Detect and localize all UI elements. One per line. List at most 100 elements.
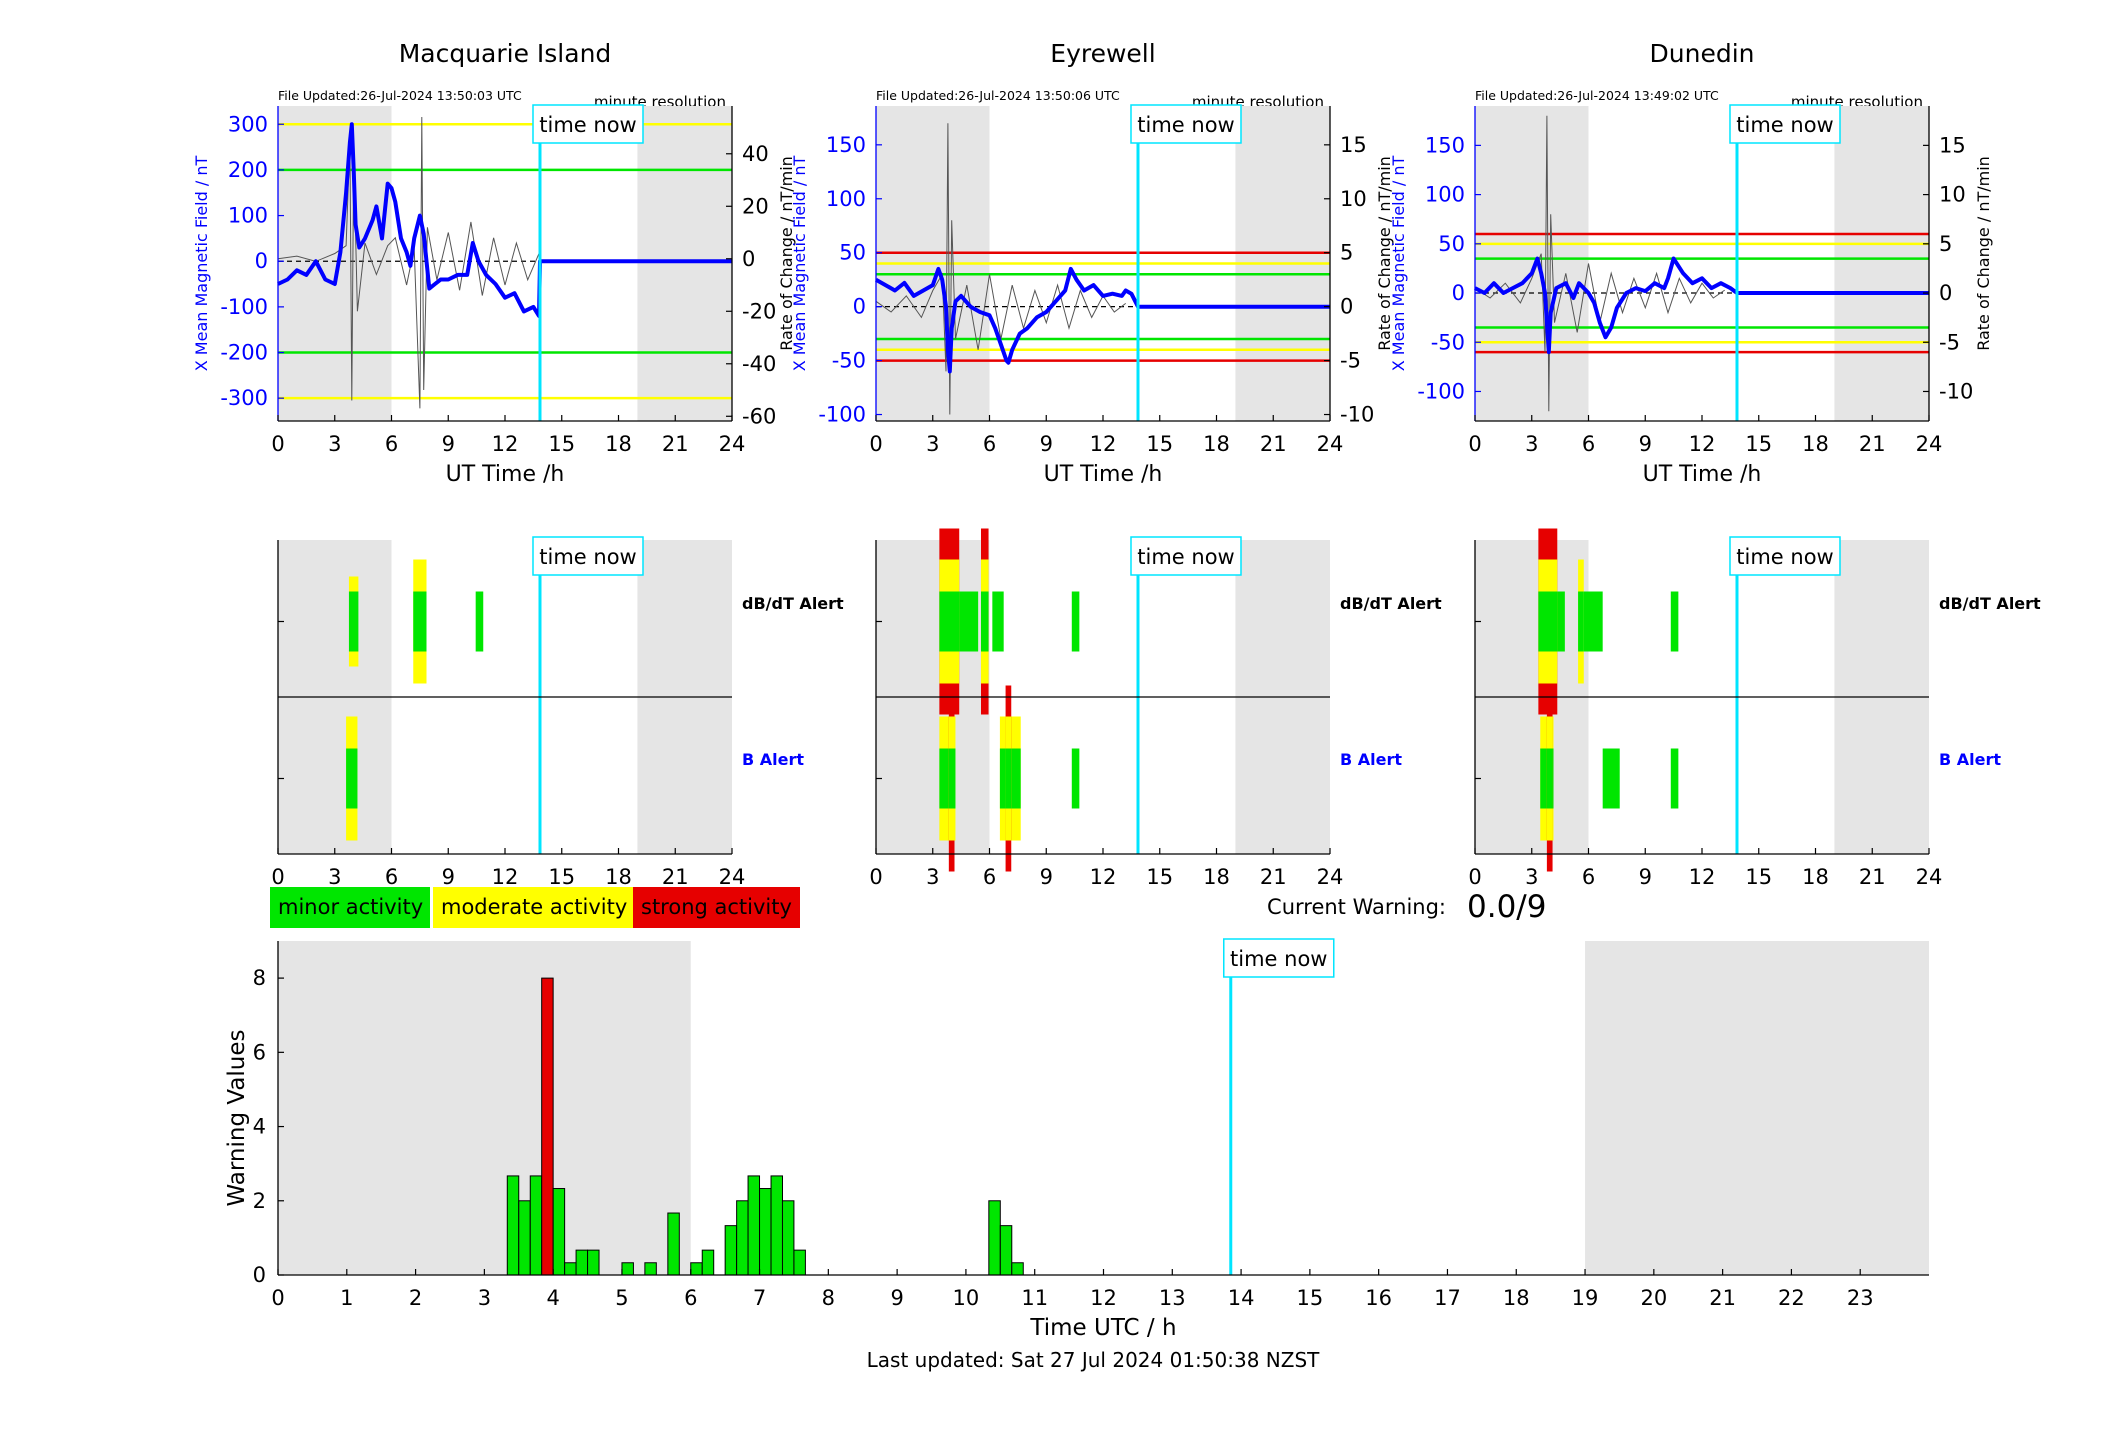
x-tick-label: 18 xyxy=(1203,865,1230,889)
warning-bar xyxy=(781,1200,795,1276)
time-now-box xyxy=(1130,104,1242,144)
y-tick-label: 100 xyxy=(1425,183,1465,207)
y2-tick-label: 20 xyxy=(742,194,769,218)
y2-tick-label: 5 xyxy=(1340,241,1353,265)
legend-moderate-swatch xyxy=(433,887,633,928)
y2-tick-label: 15 xyxy=(1340,133,1367,157)
x-tick-label: 6 xyxy=(983,432,996,456)
x-axis-label: UT Time /h xyxy=(1643,462,1762,487)
magnetic-field-line xyxy=(875,266,1330,374)
x-tick-label: 12 xyxy=(492,432,519,456)
x-tick-label: 3 xyxy=(478,1286,491,1310)
x-tick-label: 20 xyxy=(1640,1286,1667,1310)
file-updated-label: File Updated:26-Jul-2024 13:50:06 UTC xyxy=(876,88,1120,103)
file-updated-label: File Updated:26-Jul-2024 13:49:02 UTC xyxy=(1475,88,1719,103)
time-now-box xyxy=(1223,938,1335,978)
warning-bar xyxy=(564,1262,577,1276)
y2-tick-label: 5 xyxy=(1939,232,1952,256)
y2-axis-label: Rate of Change / nT/min xyxy=(1974,156,1993,351)
warning-bar xyxy=(988,1200,1001,1276)
x-tick-label: 15 xyxy=(548,432,575,456)
night-shading xyxy=(278,941,691,1275)
x-tick-label: 7 xyxy=(753,1286,766,1310)
time-now-label: time now xyxy=(1736,545,1833,569)
x-tick-label: 23 xyxy=(1847,1286,1874,1310)
alert-minor-block xyxy=(1670,591,1679,652)
warning-bar xyxy=(541,977,554,1276)
x-tick-label: 14 xyxy=(1228,1286,1255,1310)
time-now-label: time now xyxy=(1736,113,1833,137)
alert-minor-block xyxy=(948,748,955,809)
y-tick-label: 150 xyxy=(1425,133,1465,157)
x-tick-label: 15 xyxy=(1745,865,1772,889)
alert-minor-block xyxy=(1583,591,1603,652)
alert-minor-block xyxy=(1071,748,1080,809)
warning-bar xyxy=(770,1175,783,1276)
warning-bar xyxy=(724,1225,738,1276)
y-tick-label: 300 xyxy=(228,112,268,136)
warning-bar xyxy=(506,1175,520,1276)
b-alert-label: B Alert xyxy=(1939,750,2001,769)
x-tick-label: 3 xyxy=(328,432,341,456)
x-tick-label: 10 xyxy=(953,1286,980,1310)
x-tick-label: 0 xyxy=(271,1286,284,1310)
y-tick-label: -50 xyxy=(832,349,866,373)
time-now-label: time now xyxy=(539,113,636,137)
y-tick-label: 2 xyxy=(253,1189,266,1213)
x-tick-label: 18 xyxy=(605,432,632,456)
x-tick-label: 0 xyxy=(869,432,882,456)
x-tick-label: 0 xyxy=(271,865,284,889)
y-tick-label: -100 xyxy=(1417,379,1465,403)
x-tick-label: 9 xyxy=(1040,432,1053,456)
station-title: Dunedin xyxy=(1650,39,1755,68)
x-tick-label: 18 xyxy=(1503,1286,1530,1310)
x-tick-label: 21 xyxy=(1260,432,1287,456)
y-tick-label: 100 xyxy=(826,187,866,211)
current-warning-label: Current Warning: xyxy=(1267,895,1446,919)
warning-bar xyxy=(793,1249,806,1276)
y2-tick-label: 15 xyxy=(1939,133,1966,157)
x-tick-label: 19 xyxy=(1572,1286,1599,1310)
x-tick-label: 3 xyxy=(1525,432,1538,456)
y-tick-label: 6 xyxy=(253,1040,266,1064)
y2-axis-label: Rate of Change / nT/min xyxy=(1375,156,1394,351)
warning-bar xyxy=(529,1175,543,1276)
file-updated-label: File Updated:26-Jul-2024 13:50:03 UTC xyxy=(278,88,522,103)
dbdt-alert-label: dB/dT Alert xyxy=(1939,594,2041,613)
warning-bar xyxy=(667,1212,680,1276)
x-tick-label: 24 xyxy=(719,865,746,889)
alert-minor-block xyxy=(475,591,484,652)
x-tick-label: 9 xyxy=(1639,432,1652,456)
y2-tick-label: -60 xyxy=(742,404,776,428)
x-tick-label: 21 xyxy=(1709,1286,1736,1310)
x-tick-label: 6 xyxy=(684,1286,697,1310)
alert-minor-block xyxy=(413,591,427,652)
night-shading xyxy=(278,106,392,421)
night-shading xyxy=(1834,106,1929,421)
x-tick-label: 9 xyxy=(890,1286,903,1310)
y2-tick-label: 40 xyxy=(742,142,769,166)
alert-minor-block xyxy=(1071,591,1080,652)
night-shading xyxy=(1475,106,1589,421)
magnetometer-plot-2: Eyrewell File Updated:26-Jul-2024 13:50:0… xyxy=(790,39,1394,487)
b-alert-label: B Alert xyxy=(1340,750,1402,769)
x-tick-label: 6 xyxy=(1582,865,1595,889)
x-tick-label: 1 xyxy=(340,1286,353,1310)
x-tick-label: 9 xyxy=(1639,865,1652,889)
y2-tick-label: -5 xyxy=(1939,330,1960,354)
x-tick-label: 3 xyxy=(926,432,939,456)
time-now-label: time now xyxy=(1137,113,1234,137)
x-tick-label: 9 xyxy=(442,865,455,889)
x-tick-label: 15 xyxy=(1297,1286,1324,1310)
warning-bar xyxy=(747,1175,761,1276)
night-shading xyxy=(637,106,732,421)
warning-bar xyxy=(1011,1262,1024,1276)
dbdt-alert-label: dB/dT Alert xyxy=(1340,594,1442,613)
magnetometer-plot-3: Dunedin File Updated:26-Jul-2024 13:49:02… xyxy=(1389,39,1993,487)
time-now-box xyxy=(1729,104,1841,144)
alert-minor-block xyxy=(1546,748,1553,809)
warning-bar xyxy=(621,1262,634,1276)
x-tick-label: 24 xyxy=(1317,432,1344,456)
x-tick-label: 0 xyxy=(1468,865,1481,889)
x-tick-label: 6 xyxy=(1582,432,1595,456)
